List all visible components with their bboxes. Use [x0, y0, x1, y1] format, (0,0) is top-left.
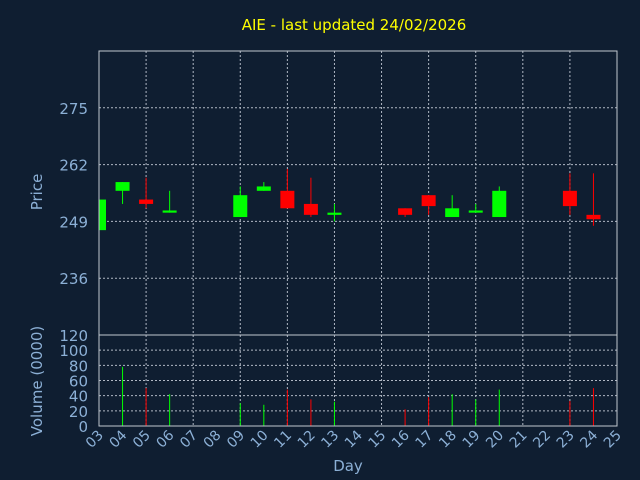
x-tick-label: 10: [248, 428, 272, 452]
candle-body: [162, 210, 177, 213]
volume-tick-label: 80: [69, 357, 88, 375]
x-tick-label: 16: [389, 427, 413, 451]
grid: [99, 51, 617, 426]
volume-bars: [122, 366, 594, 426]
candle-body: [468, 210, 483, 213]
x-tick-label: 12: [295, 428, 319, 452]
x-tick-label: 19: [460, 428, 484, 452]
volume-tick-label: 40: [69, 388, 88, 406]
candle-body: [398, 208, 413, 215]
volume-tick-label: 120: [59, 327, 88, 345]
candle-body: [115, 182, 130, 191]
candle-body: [445, 208, 460, 218]
price-tick-label: 236: [59, 270, 88, 288]
candle-body: [492, 190, 507, 218]
x-tick-label: 20: [483, 428, 507, 452]
x-tick-label: 08: [201, 428, 225, 452]
x-tick-label: 14: [342, 427, 366, 451]
price-axis-title: Price: [28, 174, 46, 211]
x-tick-label: 11: [271, 428, 295, 452]
candle-body: [99, 199, 106, 231]
price-tick-label: 262: [59, 157, 88, 175]
plot-frames: [98, 50, 618, 427]
price-plot-frame: [98, 50, 618, 336]
price-tick-label: 249: [59, 213, 88, 231]
candle-body: [586, 214, 601, 220]
volume-tick-label: 100: [59, 342, 88, 360]
x-tick-label: 13: [318, 428, 342, 452]
x-tick-label: 04: [106, 427, 130, 451]
volume-tick-label: 20: [69, 403, 88, 421]
candle-body: [256, 186, 271, 191]
volume-plot-frame: [98, 334, 618, 427]
x-tick-label: 09: [224, 428, 248, 452]
candle-body: [139, 199, 154, 204]
volume-tick-label: 0: [78, 418, 88, 436]
x-tick-label: 15: [365, 428, 389, 452]
candles: [98, 168, 601, 231]
candle-body: [562, 190, 577, 207]
x-tick-label: 24: [577, 427, 601, 451]
x-tick-label: 17: [413, 428, 437, 452]
x-axis-title: Day: [333, 457, 363, 475]
x-tick-label: 22: [530, 428, 554, 452]
x-tick-label: 25: [601, 428, 625, 452]
x-tick-label: 07: [177, 428, 201, 452]
candle-body: [233, 195, 248, 218]
volume-axis-title: Volume (0000): [28, 326, 46, 436]
x-tick-label: 23: [554, 428, 578, 452]
candle-body: [303, 203, 318, 215]
volume-tick-label: 60: [69, 373, 88, 391]
candle-body: [280, 190, 295, 209]
chart-title: AIE - last updated 24/02/2026: [242, 16, 467, 34]
candle-body: [327, 212, 342, 215]
price-tick-label: 275: [59, 100, 88, 118]
x-tick-label: 06: [154, 427, 178, 451]
x-tick-label: 05: [130, 428, 154, 452]
x-tick-label: 21: [507, 428, 531, 452]
x-tick-label: 18: [436, 428, 460, 452]
candle-body: [421, 195, 436, 207]
